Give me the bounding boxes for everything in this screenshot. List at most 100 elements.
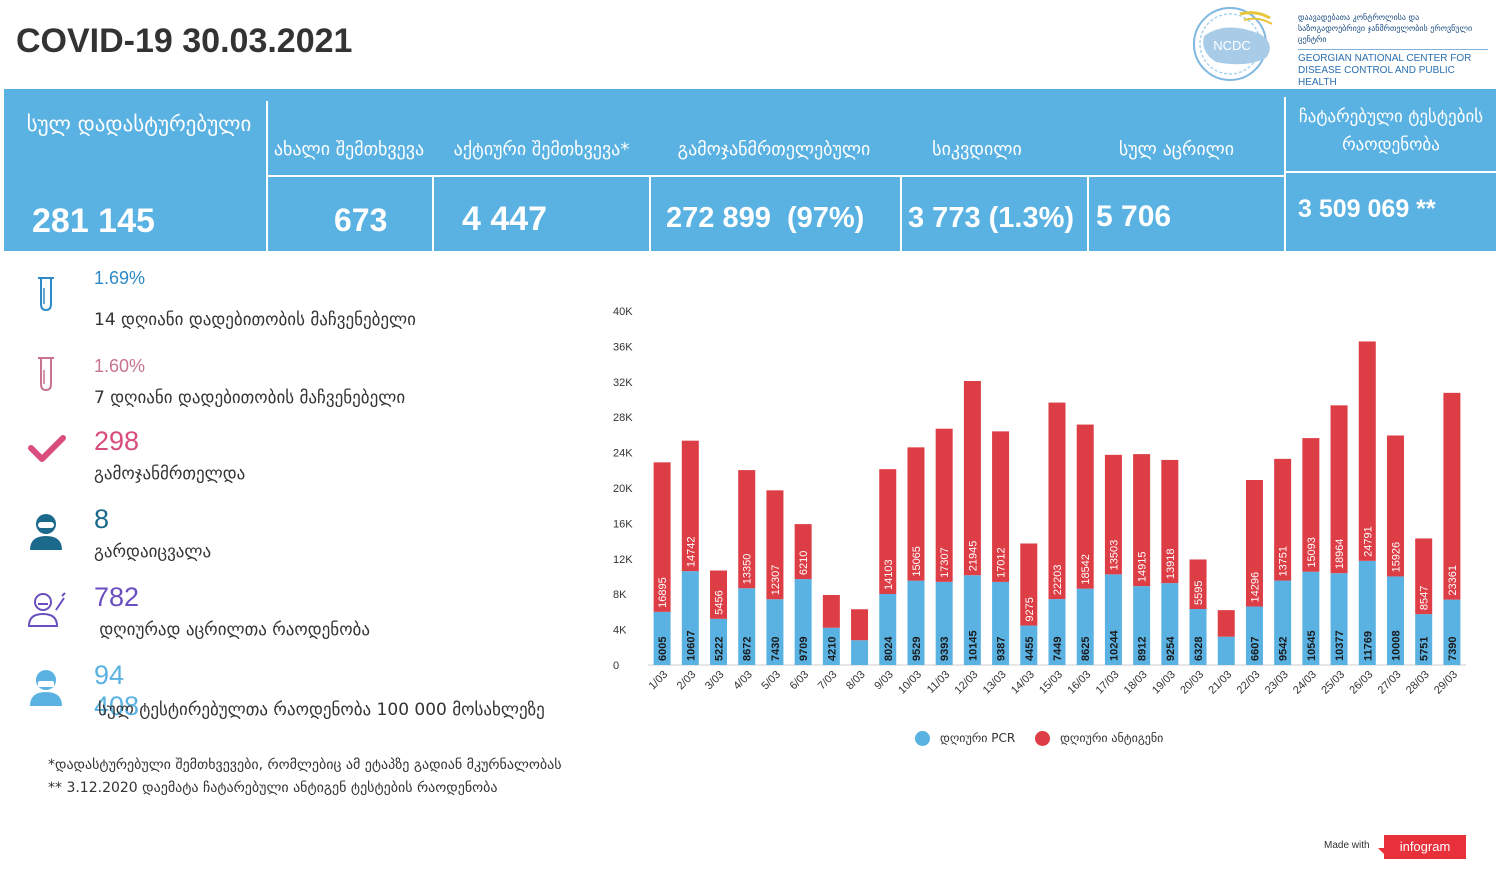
data-label-antigen: 21945 <box>967 541 979 572</box>
y-tick-label: 36K <box>613 341 633 353</box>
data-label-antigen: 15926 <box>1390 542 1402 573</box>
recovered-value: 272 899 (97%) <box>666 202 865 234</box>
data-label-antigen: 17012 <box>996 547 1008 578</box>
data-label-pcr: 9542 <box>1278 637 1290 661</box>
made-with-label: Made with <box>1324 840 1370 851</box>
bar-antigen <box>1302 438 1320 572</box>
data-label-pcr: 4455 <box>1024 637 1036 661</box>
bar-antigen <box>766 490 784 600</box>
bar-antigen <box>1020 543 1038 626</box>
bar-antigen <box>738 470 756 589</box>
data-label-antigen: 14296 <box>1249 572 1261 603</box>
bar-pcr <box>1217 636 1235 665</box>
legend-item-antigen: დღიური ანტიგენი <box>1035 731 1163 746</box>
bar-pcr <box>1161 583 1179 665</box>
data-label-pcr: 9254 <box>1165 636 1177 661</box>
data-label-antigen: 13350 <box>742 554 754 585</box>
bar-antigen <box>822 594 840 628</box>
legend-item-pcr: დღიური PCR <box>915 731 1015 746</box>
data-label-pcr: 9529 <box>911 637 923 661</box>
vaccinated-value: 5 706 <box>1096 200 1172 233</box>
x-tick-label: 16/03 <box>1065 669 1093 697</box>
x-tick-label: 21/03 <box>1206 669 1234 697</box>
infogram-link[interactable]: infogram <box>1384 835 1466 859</box>
bar-antigen <box>1161 459 1179 584</box>
footnote-antigen: ** 3.12.2020 დაემატა ჩატარებული ანტიგენ … <box>48 780 498 796</box>
bar-pcr <box>1189 608 1207 665</box>
data-label-pcr: 7449 <box>1052 637 1064 661</box>
chart-legend: დღიური PCR დღიური ანტიგენი <box>915 731 1163 746</box>
globe-logo-icon: NCDC <box>1193 7 1273 81</box>
y-tick-label: 40K <box>613 306 633 318</box>
data-label-antigen: 17307 <box>939 547 951 578</box>
data-label-pcr: 9393 <box>939 637 951 661</box>
x-tick-label: 13/03 <box>981 669 1009 697</box>
x-tick-label: 22/03 <box>1235 669 1263 697</box>
bar-antigen <box>851 609 869 641</box>
bar-antigen <box>1358 341 1376 561</box>
x-tick-label: 2/03 <box>675 669 699 693</box>
data-label-pcr: 5751 <box>1419 637 1431 661</box>
data-label-antigen: 22203 <box>1052 564 1064 595</box>
doctor-icon <box>28 592 66 627</box>
page-title: COVID-19 30.03.2021 <box>16 22 353 60</box>
bar-antigen <box>794 524 812 580</box>
x-tick-label: 5/03 <box>759 669 783 693</box>
bar-pcr <box>794 579 812 665</box>
x-tick-label: 12/03 <box>953 669 981 697</box>
data-label-pcr: 9387 <box>996 637 1008 661</box>
footnote-active: *დადასტურებული შემთხვევები, რომლებიც ამ … <box>48 757 562 773</box>
active-cases-label: აქტიური შემთხვევა* <box>453 139 630 160</box>
data-label-pcr: 6328 <box>1193 637 1205 661</box>
x-tick-label: 26/03 <box>1347 669 1375 697</box>
bar-pcr <box>963 575 981 665</box>
legend-swatch-pcr <box>915 731 930 746</box>
data-label-pcr: 10607 <box>685 630 697 661</box>
data-label-antigen: 14103 <box>883 559 895 590</box>
y-tick-label: 24K <box>613 448 633 460</box>
bar-antigen <box>1245 480 1263 607</box>
stat-value: 94 408 <box>94 660 140 721</box>
data-label-pcr: 11769 <box>1362 631 1374 661</box>
x-tick-label: 29/03 <box>1432 669 1460 697</box>
data-label-antigen: 15093 <box>1306 537 1318 568</box>
x-tick-label: 14/03 <box>1009 669 1037 697</box>
x-tick-label: 17/03 <box>1094 669 1122 697</box>
stat-label: 7 დღიანი დადებითობის მაჩვენებელი <box>94 388 406 408</box>
data-label-pcr: 7390 <box>1447 637 1459 661</box>
bar-pcr <box>766 599 784 665</box>
bar-pcr <box>738 588 756 665</box>
x-tick-label: 10/03 <box>896 669 924 697</box>
bar-pcr <box>851 640 869 665</box>
bar-antigen <box>1443 392 1461 600</box>
x-tick-label: 3/03 <box>703 669 727 693</box>
bar-antigen <box>907 447 925 581</box>
data-label-pcr: 10377 <box>1334 630 1346 661</box>
data-label-pcr: 4210 <box>826 637 838 661</box>
data-label-pcr: 7430 <box>770 637 782 661</box>
bar-pcr <box>1048 599 1066 665</box>
data-label-pcr: 10145 <box>967 630 979 661</box>
active-cases-value: 4 447 <box>462 200 548 238</box>
bar-pcr <box>1330 573 1348 665</box>
y-tick-label: 12K <box>613 554 633 566</box>
x-tick-label: 8/03 <box>844 669 868 693</box>
new-cases-label: ახალი შემთხვევა <box>273 139 425 160</box>
stat-label: 14 დღიანი დადებითობის მაჩვენებელი <box>94 310 416 330</box>
bar-pcr <box>1076 588 1094 665</box>
stat-label: გარდაიცვალა <box>94 542 212 562</box>
y-tick-label: 20K <box>613 483 633 495</box>
data-label-antigen: 5456 <box>714 590 726 614</box>
data-label-antigen: 15065 <box>911 546 923 577</box>
person-icon <box>30 514 62 550</box>
y-tick-label: 4K <box>613 625 627 637</box>
x-tick-label: 9/03 <box>872 669 896 693</box>
bar-pcr <box>1274 580 1292 665</box>
stat-label: სულ ტესტირებულთა რაოდენობა 100 000 მოსახ… <box>98 700 545 720</box>
bar-pcr <box>1443 599 1461 665</box>
bar-antigen <box>1076 424 1094 589</box>
tests-value: 3 509 069 ** <box>1298 195 1436 223</box>
data-label-antigen: 8547 <box>1419 586 1431 610</box>
data-label-antigen: 13918 <box>1165 549 1177 580</box>
x-tick-label: 1/03 <box>647 669 671 693</box>
